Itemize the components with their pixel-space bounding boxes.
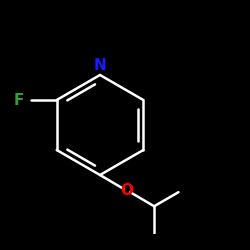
Text: O: O — [120, 183, 134, 198]
Text: N: N — [94, 58, 106, 74]
Text: F: F — [14, 92, 24, 108]
